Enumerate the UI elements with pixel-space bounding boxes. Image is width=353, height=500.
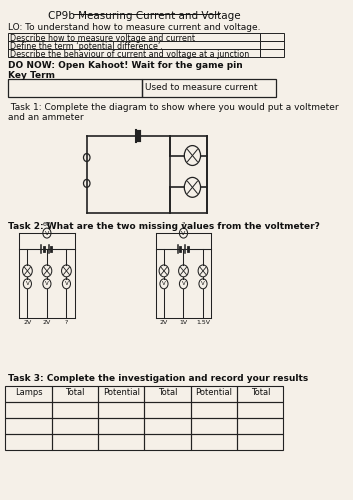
Text: Lamps: Lamps <box>15 388 42 397</box>
Bar <box>144 386 191 402</box>
Bar <box>5 402 52 418</box>
Text: V: V <box>162 282 166 286</box>
Bar <box>191 386 237 402</box>
Bar <box>144 434 191 450</box>
Bar <box>5 434 52 450</box>
Bar <box>144 418 191 434</box>
Text: Define the term ‘potential difference’.: Define the term ‘potential difference’. <box>10 42 162 51</box>
Text: 1V: 1V <box>179 320 187 324</box>
Bar <box>8 79 142 97</box>
Text: Total: Total <box>158 388 178 397</box>
Text: Potential: Potential <box>196 388 233 397</box>
Bar <box>8 33 260 41</box>
Text: ?: ? <box>65 320 68 324</box>
Text: Key Term: Key Term <box>8 71 55 80</box>
Bar <box>191 418 237 434</box>
Bar <box>260 41 284 49</box>
Bar <box>237 418 283 434</box>
Text: DO NOW: Open Kahoot! Wait for the game pin: DO NOW: Open Kahoot! Wait for the game p… <box>8 61 243 70</box>
Text: 6V: 6V <box>43 222 51 227</box>
Text: Total: Total <box>65 388 85 397</box>
Text: V: V <box>25 282 29 286</box>
Text: LO: To understand how to measure current and voltage.: LO: To understand how to measure current… <box>8 24 261 32</box>
Bar <box>98 402 144 418</box>
Text: V: V <box>45 282 49 286</box>
Text: Task 3: Complete the investigation and record your results: Task 3: Complete the investigation and r… <box>8 374 308 384</box>
Bar <box>237 402 283 418</box>
Text: 1.5V: 1.5V <box>196 320 210 324</box>
Text: Describe the behaviour of current and voltage at a junction: Describe the behaviour of current and vo… <box>10 50 249 59</box>
Bar <box>52 402 98 418</box>
Bar <box>5 386 52 402</box>
Bar <box>98 434 144 450</box>
Text: V: V <box>65 282 68 286</box>
Text: Task 2: What are the two missing values from the voltmeter?: Task 2: What are the two missing values … <box>8 222 320 231</box>
Text: CP9b Measuring Current and Voltage: CP9b Measuring Current and Voltage <box>48 12 241 22</box>
Text: Describe how to measure voltage and current: Describe how to measure voltage and curr… <box>10 34 195 43</box>
Bar <box>52 418 98 434</box>
Text: 2V: 2V <box>160 320 168 324</box>
Bar <box>8 41 260 49</box>
Bar <box>237 386 283 402</box>
Bar <box>8 49 260 57</box>
Bar <box>191 434 237 450</box>
Bar <box>144 402 191 418</box>
Text: Task 1: Complete the diagram to show where you would put a voltmeter
and an amme: Task 1: Complete the diagram to show whe… <box>8 103 339 122</box>
Bar <box>5 418 52 434</box>
Text: V: V <box>45 230 49 235</box>
Bar <box>191 402 237 418</box>
Text: Total: Total <box>251 388 270 397</box>
Text: V: V <box>181 230 186 235</box>
Bar <box>237 434 283 450</box>
Bar <box>260 33 284 41</box>
Text: ?: ? <box>182 222 185 227</box>
Text: V: V <box>181 282 185 286</box>
Bar <box>98 418 144 434</box>
Bar <box>52 434 98 450</box>
Text: V: V <box>201 282 205 286</box>
Bar <box>142 79 276 97</box>
Text: 2V: 2V <box>23 320 31 324</box>
Text: Used to measure current: Used to measure current <box>145 83 258 92</box>
Text: Potential: Potential <box>103 388 140 397</box>
Bar <box>260 49 284 57</box>
Text: 2V: 2V <box>43 320 51 324</box>
Bar <box>52 386 98 402</box>
Bar <box>98 386 144 402</box>
